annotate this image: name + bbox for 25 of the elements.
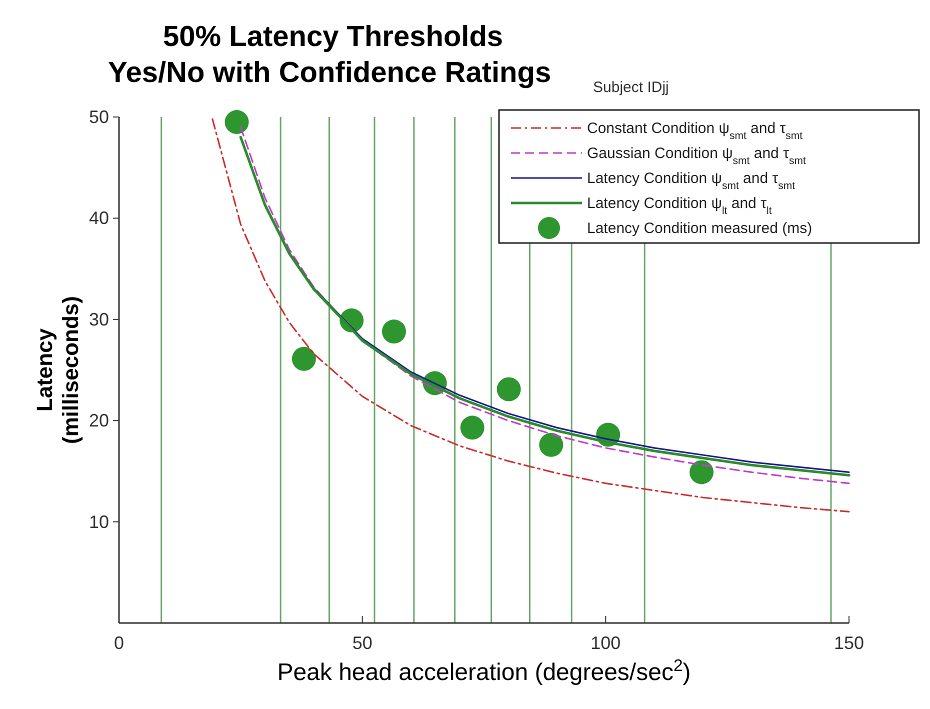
y-tick-label: 30 — [88, 309, 109, 330]
x-tick-label: 50 — [352, 633, 372, 653]
legend-label: Latency Condition ψ$_{smt}$ and τ$_{smt}$ — [587, 170, 796, 192]
legend-label: Latency Condition ψ$_{lt}$ and τ$_{lt}$ — [587, 195, 772, 217]
x-tick-label: 150 — [834, 633, 864, 653]
y-tick-label: 10 — [88, 512, 109, 532]
x-axis-title: Peak head acceleration (degrees/sec$^{2}$) — [277, 656, 691, 686]
y-tick-label: 50 — [88, 107, 109, 127]
point — [382, 320, 406, 344]
y-tick-label: 20 — [88, 410, 109, 431]
x-tick-label: 0 — [114, 633, 124, 653]
x-tick-label: 100 — [590, 633, 621, 653]
chart-subtitle: Subject IDjj — [593, 79, 669, 96]
point — [496, 377, 521, 402]
point — [460, 416, 484, 440]
point — [539, 432, 564, 457]
y-axis-title: Latency (milliseconds) — [32, 296, 83, 444]
y-tick-label: 40 — [88, 208, 109, 228]
point — [690, 460, 714, 484]
chart-title: 50% Latency Thresholds Yes/No with Confidence Ratings — [108, 21, 552, 89]
point — [224, 110, 249, 134]
legend-label: Gaussian Condition ψ$_{smt}$ and τ$_{smt}$ — [587, 145, 806, 167]
legend-label: Constant Condition ψ$_{smt}$ and τ$_{smt}$ — [587, 120, 803, 142]
point — [292, 346, 316, 371]
legend-label: Latency Condition measured (ms) — [587, 220, 812, 237]
